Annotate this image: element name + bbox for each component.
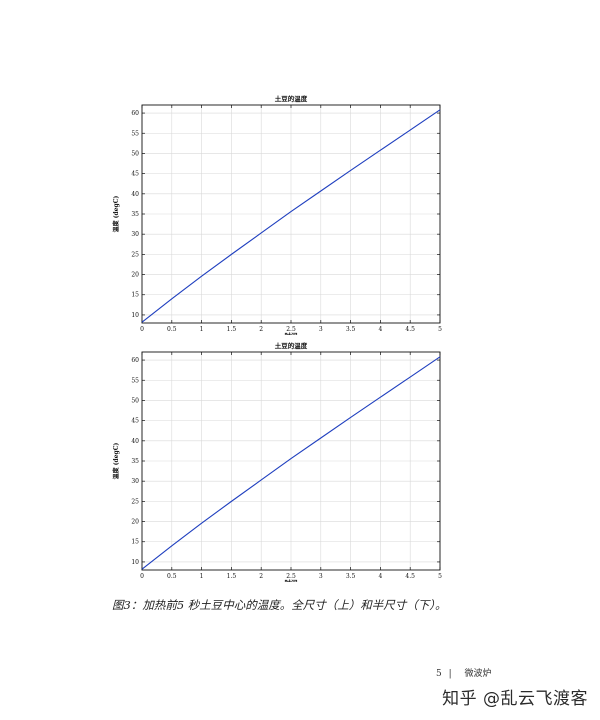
y-tick-label: 30 <box>131 231 139 238</box>
x-tick-label: 4.5 <box>405 326 415 333</box>
x-tick-label: 2 <box>259 326 263 333</box>
x-tick-label: 4 <box>378 326 382 333</box>
y-axis-label: 温度 (degC) <box>112 195 120 232</box>
x-axis-label: 时间 <box>285 331 299 335</box>
x-tick-label: 2.5 <box>286 573 296 580</box>
y-tick-label: 30 <box>131 478 139 485</box>
y-tick-label: 20 <box>131 272 139 279</box>
chart-title: 土豆的温度 <box>275 95 308 103</box>
x-tick-label: 3.5 <box>346 326 356 333</box>
y-tick-label: 50 <box>131 397 139 404</box>
x-tick-label: 1 <box>200 326 204 333</box>
x-tick-label: 3 <box>319 326 323 333</box>
y-tick-label: 35 <box>131 211 139 218</box>
y-tick-label: 10 <box>131 312 139 319</box>
y-tick-label: 45 <box>131 418 139 425</box>
page-number: 5 <box>436 669 442 679</box>
y-tick-label: 15 <box>131 539 139 546</box>
y-tick-label: 60 <box>131 110 139 117</box>
x-tick-label: 4.5 <box>405 573 415 580</box>
y-tick-label: 40 <box>131 191 139 198</box>
y-axis-label: 温度 (degC) <box>112 442 120 479</box>
y-tick-label: 40 <box>131 438 139 445</box>
x-tick-label: 2 <box>259 573 263 580</box>
y-tick-label: 15 <box>131 292 139 299</box>
x-tick-label: 5 <box>438 573 442 580</box>
x-tick-label: 1.5 <box>227 573 237 580</box>
y-tick-label: 50 <box>131 150 139 157</box>
y-tick-label: 10 <box>131 559 139 566</box>
y-tick-label: 25 <box>131 251 139 258</box>
x-tick-label: 0 <box>140 326 144 333</box>
y-tick-label: 55 <box>131 130 139 137</box>
page-footer: 5 | 微波炉 <box>436 666 492 679</box>
footer-separator: | <box>448 669 452 679</box>
chart-full-size: 土豆的温度 0 0.5 1 1.5 2 2.5 3 3.5 4 4.5 5 10 15 20 25 30 35 40… <box>112 95 442 335</box>
series-line-temperature <box>141 356 441 570</box>
y-tick-label: 55 <box>131 377 139 384</box>
x-tick-label: 0.5 <box>167 326 177 333</box>
y-tick-label: 25 <box>131 498 139 505</box>
series-line-temperature <box>141 109 441 323</box>
x-tick-label: 3.5 <box>346 573 356 580</box>
watermark: 知乎 @乱云飞渡客 <box>442 689 588 709</box>
x-tick-label: 1 <box>200 573 204 580</box>
y-tick-label: 60 <box>131 357 139 364</box>
x-tick-label: 2.5 <box>286 326 296 333</box>
x-tick-label: 5 <box>438 326 442 333</box>
x-tick-label: 4 <box>378 573 382 580</box>
chart-title: 土豆的温度 <box>275 342 308 350</box>
y-tick-label: 35 <box>131 458 139 465</box>
y-tick-label: 45 <box>131 171 139 178</box>
x-tick-label: 0.5 <box>167 573 177 580</box>
chart-half-size: 土豆的温度 0 0.5 1 1.5 2 2.5 3 3.5 4 4.5 5 10 15 20 25 30 35 40… <box>112 342 442 582</box>
x-tick-label: 1.5 <box>227 326 237 333</box>
figure-caption: 图3：加热前5 秒土豆中心的温度。全尺寸（上）和半尺寸（下）。 <box>112 598 447 612</box>
section-name: 微波炉 <box>464 669 492 679</box>
x-axis-label: 时间 <box>285 578 299 582</box>
x-tick-label: 3 <box>319 573 323 580</box>
x-tick-label: 0 <box>140 573 144 580</box>
y-tick-label: 20 <box>131 519 139 526</box>
